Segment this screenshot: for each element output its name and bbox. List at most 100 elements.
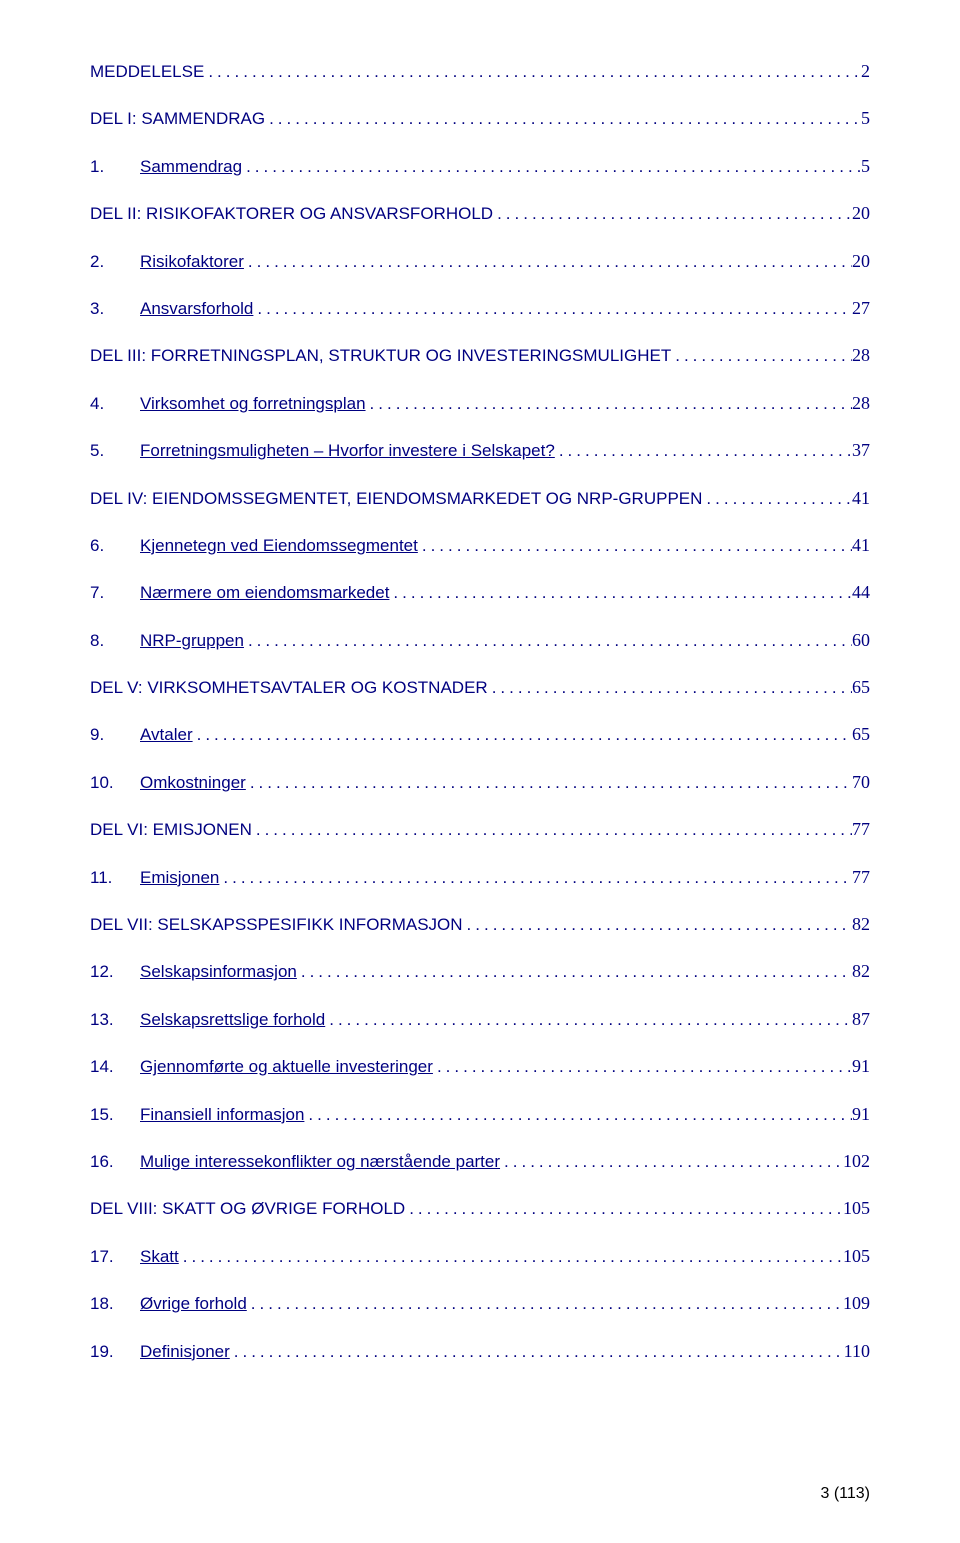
toc-leader	[463, 914, 852, 936]
toc-number: 4.	[90, 393, 140, 415]
toc-leader	[265, 108, 861, 130]
toc-page-number: 91	[852, 1103, 870, 1126]
toc-section[interactable]: DEL V: VIRKSOMHETSAVTALER OG KOSTNADER65	[90, 676, 870, 699]
toc-item[interactable]: 9.Avtaler65	[90, 723, 870, 746]
toc-page-number: 82	[852, 960, 870, 983]
toc-leader	[488, 677, 852, 699]
toc-section[interactable]: DEL III: FORRETNINGSPLAN, STRUKTUR OG IN…	[90, 344, 870, 367]
toc-leader	[702, 488, 852, 510]
toc-page-number: 5	[861, 107, 870, 130]
toc-leader	[244, 251, 852, 273]
toc-page-number: 65	[852, 676, 870, 699]
toc-label: DEL VII: SELSKAPSSPESIFIKK INFORMASJON	[90, 914, 463, 936]
toc-label: Skatt	[140, 1246, 179, 1268]
toc-label: Avtaler	[140, 724, 193, 746]
toc-item[interactable]: 5.Forretningsmuligheten – Hvorfor invest…	[90, 439, 870, 462]
toc-page-number: 87	[852, 1008, 870, 1031]
toc-number: 14.	[90, 1056, 140, 1078]
toc-item[interactable]: 16.Mulige interessekonflikter og nærståe…	[90, 1150, 870, 1173]
toc-number: 6.	[90, 535, 140, 557]
toc-item[interactable]: 11.Emisjonen77	[90, 866, 870, 889]
toc-page-number: 44	[852, 581, 870, 604]
toc-label: Øvrige forhold	[140, 1293, 247, 1315]
toc-leader	[671, 345, 852, 367]
toc-leader	[433, 1056, 852, 1078]
toc-item[interactable]: 8.NRP-gruppen 60	[90, 629, 870, 652]
toc-section[interactable]: DEL IV: EIENDOMSSEGMENTET, EIENDOMSMARKE…	[90, 487, 870, 510]
toc-leader	[418, 535, 852, 557]
toc-item[interactable]: 1.Sammendrag5	[90, 155, 870, 178]
toc-leader	[219, 867, 852, 889]
toc-item[interactable]: 10.Omkostninger70	[90, 771, 870, 794]
toc-label: Virksomhet og forretningsplan	[140, 393, 366, 415]
toc-page-number: 102	[843, 1150, 870, 1173]
toc-label: Definisjoner	[140, 1341, 230, 1363]
toc-label: Selskapsrettslige forhold	[140, 1009, 325, 1031]
toc-item[interactable]: 12.Selskapsinformasjon82	[90, 960, 870, 983]
toc-item[interactable]: 13.Selskapsrettslige forhold 87	[90, 1008, 870, 1031]
toc-item[interactable]: 2.Risikofaktorer20	[90, 250, 870, 273]
toc-page-number: 77	[852, 818, 870, 841]
toc-leader	[297, 961, 852, 983]
toc-item[interactable]: 18.Øvrige forhold 109	[90, 1292, 870, 1315]
toc-page-number: 20	[852, 202, 870, 225]
toc-item[interactable]: 17.Skatt105	[90, 1245, 870, 1268]
toc-section[interactable]: DEL II: RISIKOFAKTORER OG ANSVARSFORHOLD…	[90, 202, 870, 225]
toc-leader	[247, 1293, 843, 1315]
toc-section[interactable]: DEL VII: SELSKAPSSPESIFIKK INFORMASJON82	[90, 913, 870, 936]
toc-page-number: 60	[852, 629, 870, 652]
toc-leader	[555, 440, 852, 462]
toc-page-number: 109	[843, 1292, 870, 1315]
toc-number: 10.	[90, 772, 140, 794]
toc-section[interactable]: MEDDELELSE2	[90, 60, 870, 83]
toc-label: DEL IV: EIENDOMSSEGMENTET, EIENDOMSMARKE…	[90, 488, 702, 510]
toc-leader	[244, 630, 852, 652]
toc-number: 17.	[90, 1246, 140, 1268]
toc-leader	[405, 1198, 843, 1220]
toc-number: 18.	[90, 1293, 140, 1315]
toc-label: Gjennomførte og aktuelle investeringer	[140, 1056, 433, 1078]
toc-item[interactable]: 15.Finansiell informasjon91	[90, 1103, 870, 1126]
toc-label: DEL VI: EMISJONEN	[90, 819, 252, 841]
toc-item[interactable]: 7.Nærmere om eiendomsmarkedet44	[90, 581, 870, 604]
toc-label: Risikofaktorer	[140, 251, 244, 273]
toc-label: Kjennetegn ved Eiendomssegmentet	[140, 535, 418, 557]
toc-label: DEL VIII: SKATT OG ØVRIGE FORHOLD	[90, 1198, 405, 1220]
toc-leader	[252, 819, 852, 841]
toc-section[interactable]: DEL VIII: SKATT OG ØVRIGE FORHOLD105	[90, 1197, 870, 1220]
toc-number: 15.	[90, 1104, 140, 1126]
toc-page-number: 27	[852, 297, 870, 320]
toc-section[interactable]: DEL I: SAMMENDRAG 5	[90, 107, 870, 130]
toc-item[interactable]: 3.Ansvarsforhold27	[90, 297, 870, 320]
toc-page-number: 5	[861, 155, 870, 178]
toc-label: DEL I: SAMMENDRAG	[90, 108, 265, 130]
toc-section[interactable]: DEL VI: EMISJONEN 77	[90, 818, 870, 841]
toc-page-number: 70	[852, 771, 870, 794]
toc-leader	[242, 156, 861, 178]
page-footer: 3 (113)	[820, 1485, 870, 1503]
toc-label: Nærmere om eiendomsmarkedet	[140, 582, 389, 604]
toc-leader	[230, 1341, 844, 1363]
toc-item[interactable]: 19.Definisjoner110	[90, 1340, 870, 1363]
toc-page-number: 110	[844, 1340, 870, 1363]
toc-page-number: 77	[852, 866, 870, 889]
toc-number: 8.	[90, 630, 140, 652]
toc-page-number: 37	[852, 439, 870, 462]
toc-leader	[325, 1009, 852, 1031]
toc-leader	[304, 1104, 852, 1126]
toc-page-number: 28	[852, 344, 870, 367]
toc-leader	[193, 724, 852, 746]
toc-number: 13.	[90, 1009, 140, 1031]
toc-leader	[246, 772, 852, 794]
toc-label: Forretningsmuligheten – Hvorfor invester…	[140, 440, 555, 462]
toc-number: 2.	[90, 251, 140, 273]
toc-page-number: 28	[852, 392, 870, 415]
toc-leader	[493, 203, 852, 225]
toc-item[interactable]: 14.Gjennomførte og aktuelle investeringe…	[90, 1055, 870, 1078]
toc-label: Selskapsinformasjon	[140, 961, 297, 983]
toc-label: DEL III: FORRETNINGSPLAN, STRUKTUR OG IN…	[90, 345, 671, 367]
toc-item[interactable]: 6.Kjennetegn ved Eiendomssegmentet41	[90, 534, 870, 557]
toc-leader	[500, 1151, 843, 1173]
toc-label: NRP-gruppen	[140, 630, 244, 652]
toc-item[interactable]: 4.Virksomhet og forretningsplan 28	[90, 392, 870, 415]
